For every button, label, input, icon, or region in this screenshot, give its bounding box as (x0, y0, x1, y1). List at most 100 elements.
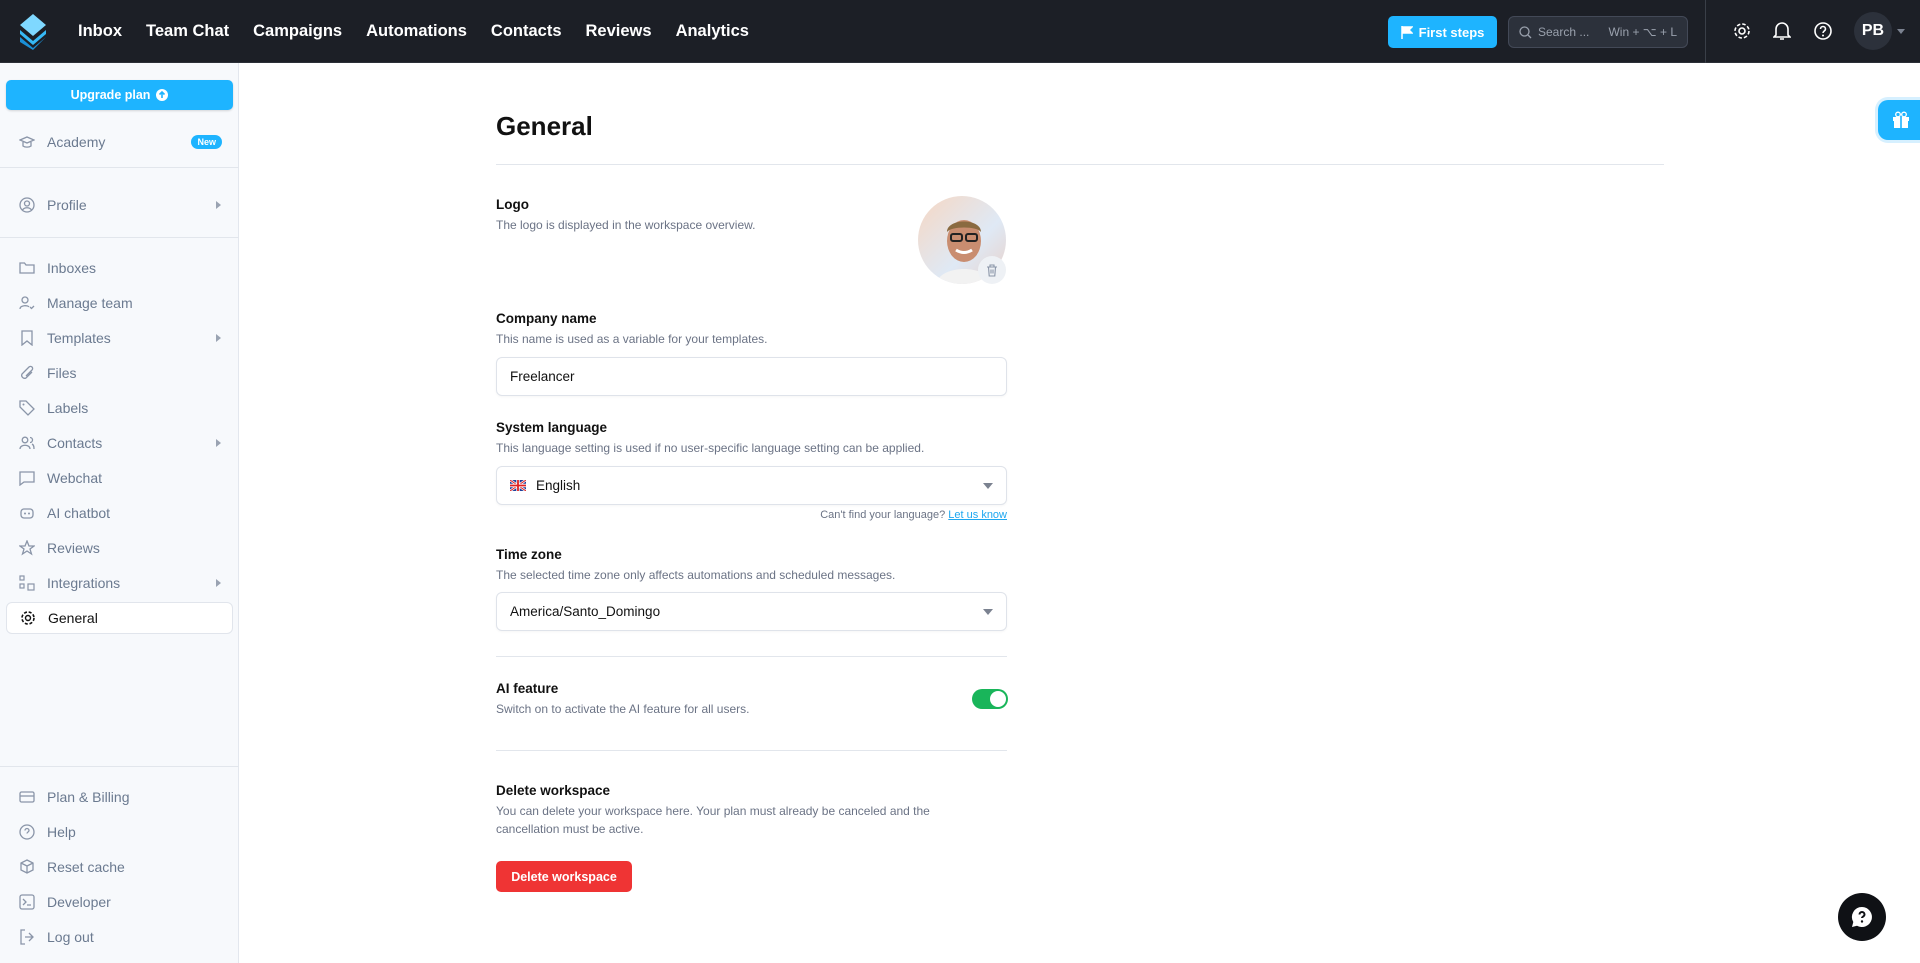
tag-icon (19, 400, 35, 416)
trash-icon (987, 263, 997, 277)
sidebar-item-reset-cache[interactable]: Reset cache (6, 851, 233, 883)
help-chat-button[interactable] (1838, 893, 1886, 941)
language-label: System language (496, 420, 608, 435)
language-help-text: Can't find your language? (820, 509, 946, 521)
let-us-know-link[interactable]: Let us know (948, 509, 1007, 521)
sidebar-item-label: Help (47, 824, 76, 840)
delete-workspace-button[interactable]: Delete workspace (496, 861, 632, 892)
sidebar-item-label: Log out (47, 929, 94, 945)
delete-workspace-label: Delete workspace (496, 783, 611, 798)
divider (0, 237, 239, 238)
sidebar-item-label: Reviews (47, 540, 100, 556)
folder-icon (19, 262, 35, 274)
language-select[interactable]: English (496, 466, 1007, 505)
sidebar-item-webchat[interactable]: Webchat (6, 462, 233, 494)
language-value: English (536, 478, 581, 493)
sidebar-item-developer[interactable]: Developer (6, 886, 233, 918)
timezone-label: Time zone (496, 547, 562, 562)
header-divider (1705, 0, 1706, 63)
sidebar-item-label: Labels (47, 400, 89, 416)
sidebar-item-inboxes[interactable]: Inboxes (6, 252, 233, 284)
divider (496, 750, 1007, 751)
company-name-desc: This name is used as a variable for your… (496, 332, 768, 346)
chat-bubble-icon (19, 471, 35, 486)
sidebar-item-ai-chatbot[interactable]: AI chatbot (6, 497, 233, 529)
company-name-value: Freelancer (510, 369, 575, 384)
sidebar-item-label: Developer (47, 894, 111, 910)
chevron-right-icon (216, 579, 221, 587)
bot-icon (20, 508, 34, 519)
chevron-right-icon (216, 334, 221, 342)
app-logo[interactable] (18, 14, 48, 50)
sidebar-item-help[interactable]: Help (6, 816, 233, 848)
users-icon (19, 436, 35, 450)
search-input[interactable]: Search ... Win + ⌥ + L (1508, 16, 1688, 48)
sidebar-item-templates[interactable]: Templates (6, 322, 233, 354)
nav-contacts[interactable]: Contacts (490, 22, 562, 40)
paperclip-icon (21, 365, 34, 379)
chevron-right-icon (216, 439, 221, 447)
help-circle-icon (19, 824, 35, 840)
nav-inbox[interactable]: Inbox (78, 22, 122, 40)
logout-icon (20, 929, 34, 945)
page-title: General (496, 111, 593, 141)
sidebar-item-labels[interactable]: Labels (6, 392, 233, 424)
nav-automations[interactable]: Automations (366, 22, 467, 40)
sidebar-item-manage-team[interactable]: Manage team (6, 287, 233, 319)
bell-icon[interactable] (1773, 21, 1791, 41)
star-icon (19, 540, 35, 556)
sidebar-item-plan-billing[interactable]: Plan & Billing (6, 781, 233, 813)
sidebar-item-log-out[interactable]: Log out (6, 921, 233, 953)
sidebar-item-label: Manage team (47, 295, 133, 311)
chevron-down-icon (983, 483, 993, 494)
sidebar-item-files[interactable]: Files (6, 357, 233, 389)
chat-question-icon (1851, 906, 1872, 927)
sidebar-item-label: Files (47, 365, 77, 381)
sidebar-item-label: Reset cache (47, 859, 125, 875)
credit-card-icon (19, 791, 35, 803)
ai-feature-label: AI feature (496, 681, 559, 696)
help-icon[interactable] (1813, 21, 1833, 41)
sidebar-item-contacts[interactable]: Contacts (6, 427, 233, 459)
sidebar-item-label: Academy (47, 134, 106, 150)
bookmark-icon (21, 330, 33, 346)
nav-campaigns[interactable]: Campaigns (253, 22, 343, 40)
divider (0, 766, 239, 767)
gear-icon (21, 611, 35, 625)
sidebar-item-academy[interactable]: Academy New (6, 126, 233, 158)
user-avatar[interactable]: PB (1854, 12, 1892, 50)
ai-feature-desc: Switch on to activate the AI feature for… (496, 702, 750, 716)
gift-tab-button[interactable] (1878, 100, 1920, 140)
chevron-down-icon[interactable] (1897, 29, 1905, 38)
sidebar-item-label: Templates (47, 330, 111, 346)
sidebar-item-integrations[interactable]: Integrations (6, 567, 233, 599)
user-check-icon (19, 296, 35, 310)
sidebar-item-label: Integrations (47, 575, 121, 591)
delete-logo-button[interactable] (978, 256, 1006, 284)
upgrade-plan-button[interactable]: Upgrade plan (6, 80, 233, 110)
chevron-right-icon (216, 201, 221, 209)
gear-icon[interactable] (1732, 21, 1752, 41)
logo-label: Logo (496, 197, 529, 212)
search-icon (1519, 25, 1532, 38)
sidebar-item-reviews[interactable]: Reviews (6, 532, 233, 564)
company-name-label: Company name (496, 311, 597, 326)
title-divider (496, 164, 1664, 165)
integrations-icon (19, 575, 35, 591)
timezone-select[interactable]: America/Santo_Domingo (496, 592, 1007, 631)
nav-reviews[interactable]: Reviews (585, 22, 652, 40)
uk-flag-icon (510, 480, 526, 491)
package-x-icon (20, 859, 34, 874)
company-name-input[interactable]: Freelancer (496, 357, 1007, 396)
nav-team-chat[interactable]: Team Chat (146, 22, 230, 40)
nav-analytics[interactable]: Analytics (675, 22, 749, 40)
sidebar-item-label: Webchat (47, 470, 102, 486)
flag-icon (1400, 25, 1413, 39)
sidebar-item-profile[interactable]: Profile (6, 189, 233, 221)
search-shortcut: Win + ⌥ + L (1608, 25, 1677, 39)
first-steps-label: First steps (1418, 24, 1485, 40)
first-steps-button[interactable]: First steps (1388, 16, 1497, 48)
sidebar-item-label: AI chatbot (47, 505, 111, 521)
sidebar-item-general[interactable]: General (6, 602, 233, 634)
ai-feature-toggle[interactable] (972, 689, 1008, 709)
